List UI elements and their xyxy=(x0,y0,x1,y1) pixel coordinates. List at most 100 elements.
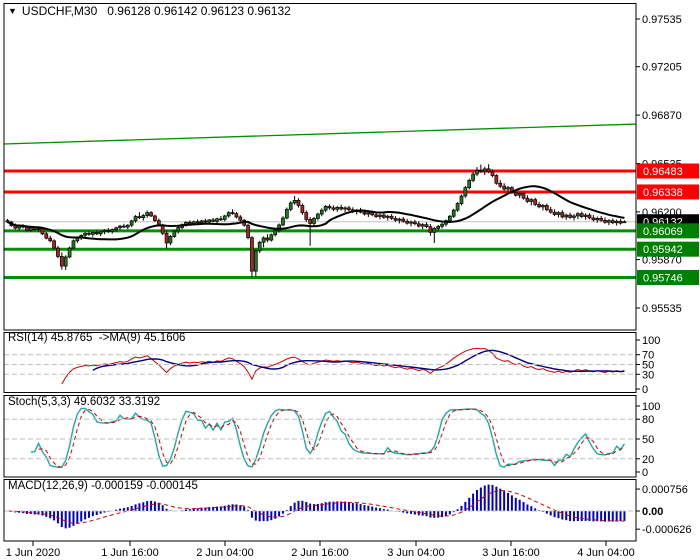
stoch-k-line xyxy=(30,407,626,469)
main-pane-border xyxy=(3,3,637,331)
candle-body xyxy=(533,199,538,205)
chart-header: ▼ USDCHF,M30 0.96128 0.96142 0.96123 0.961… xyxy=(8,4,291,18)
candle-body xyxy=(401,218,406,222)
macd-tick-label: -0.000626 xyxy=(642,524,692,536)
rsi-tick-label: 0 xyxy=(642,384,648,396)
candle-body xyxy=(467,180,472,188)
candle-body xyxy=(211,219,215,222)
candle-body xyxy=(125,224,130,228)
price-level-tag xyxy=(637,270,699,286)
candle-body xyxy=(455,203,460,211)
rsi-pane[interactable] xyxy=(61,347,625,385)
candle-body xyxy=(564,214,569,218)
rsi-tick-label: 100 xyxy=(642,335,660,347)
candle-body xyxy=(281,217,285,226)
candle-body xyxy=(343,207,347,210)
candle-body xyxy=(172,230,177,237)
candle-body xyxy=(482,168,487,172)
rsi-tick-label: 30 xyxy=(642,369,654,381)
price-tick-label: 0.97205 xyxy=(642,62,682,74)
candle-body xyxy=(525,197,530,202)
candle-body xyxy=(296,199,301,206)
candle-body xyxy=(230,212,235,214)
candle-body xyxy=(393,218,398,221)
price-level-tag-label: 0.96483 xyxy=(643,166,683,178)
ohlc-quote-text: 0.96128 0.96142 0.96123 0.96132 xyxy=(107,4,291,18)
candle-body xyxy=(537,204,541,208)
candle-body xyxy=(347,207,351,211)
stoch-tick-label: 0 xyxy=(642,467,648,479)
candle-body xyxy=(440,223,444,227)
candle-body xyxy=(87,232,91,235)
price-level-tag-label: 0.96069 xyxy=(643,226,683,238)
candle-body xyxy=(226,212,231,217)
candle-body xyxy=(83,232,87,236)
candle-body xyxy=(133,216,138,222)
candle-body xyxy=(339,206,344,210)
macd-signal-line xyxy=(7,490,625,524)
stochastic-indicator-label: Stoch(5,3,3) 49.6032 33.3192 xyxy=(8,396,161,408)
candle-body xyxy=(591,217,596,221)
candle-body xyxy=(513,192,518,196)
candle-body xyxy=(374,214,378,217)
main-price-pane[interactable] xyxy=(4,123,636,280)
candle-body xyxy=(63,256,68,267)
price-tick-label: 0.97535 xyxy=(642,14,682,26)
moving-average-line[interactable] xyxy=(7,185,625,241)
candle-body xyxy=(67,247,72,258)
candle-body xyxy=(176,227,181,232)
candle-body xyxy=(48,237,53,242)
stochastic-pane[interactable] xyxy=(30,407,626,469)
candle-body xyxy=(137,216,142,219)
candle-body xyxy=(145,212,150,216)
candle-body xyxy=(385,215,390,218)
candle-body xyxy=(490,171,495,176)
trendline[interactable] xyxy=(4,123,636,145)
rsi-tick-label: 70 xyxy=(642,350,654,362)
time-axis-label: 2 Jun 16:00 xyxy=(291,547,349,559)
candle-body xyxy=(378,214,382,217)
stoch-tick-label: 100 xyxy=(642,401,660,413)
candle-body xyxy=(610,220,615,224)
candle-body xyxy=(168,236,173,244)
candle-body xyxy=(409,221,413,224)
candle-body xyxy=(44,233,49,239)
candle-body xyxy=(494,175,499,184)
candle-body xyxy=(98,231,103,235)
candle-body xyxy=(149,212,153,217)
candle-body xyxy=(544,205,549,211)
candle-body xyxy=(335,206,340,210)
stoch-tick-label: 50 xyxy=(642,434,654,446)
candle-body xyxy=(587,214,592,219)
candle-body xyxy=(451,209,456,217)
candle-body xyxy=(40,228,45,235)
rsi-pane-border xyxy=(3,332,637,393)
candle-body xyxy=(153,215,157,221)
candle-body xyxy=(222,215,227,220)
macd-indicator-label: MACD(12,26,9) -0.000159 -0.000145 xyxy=(8,480,198,492)
rsi-indicator-label: RSI(14) 45.8765 ->MA(9) 45.1606 xyxy=(8,332,186,344)
symbol-marker-icon: ▼ xyxy=(8,6,17,16)
candle-body xyxy=(572,215,576,218)
candle-body xyxy=(234,213,239,218)
candle-body xyxy=(498,182,503,187)
candle-body xyxy=(413,221,417,225)
candle-body xyxy=(599,218,603,221)
candle-body xyxy=(261,237,266,243)
candle-body xyxy=(416,223,421,227)
candle-body xyxy=(199,220,204,224)
stoch-pane-border xyxy=(3,395,637,478)
candle-body xyxy=(607,220,611,223)
candle-body xyxy=(141,215,146,219)
candle-body xyxy=(432,228,437,233)
candle-body xyxy=(568,214,572,218)
macd-tick-label: 0.000756 xyxy=(642,484,688,496)
price-level-tag-label: 0.95746 xyxy=(643,273,683,285)
candle-body xyxy=(129,220,134,226)
candle-body xyxy=(118,225,122,229)
candle-body xyxy=(436,226,441,229)
candle-body xyxy=(479,169,483,172)
rsi-tick-label: 50 xyxy=(642,360,654,372)
